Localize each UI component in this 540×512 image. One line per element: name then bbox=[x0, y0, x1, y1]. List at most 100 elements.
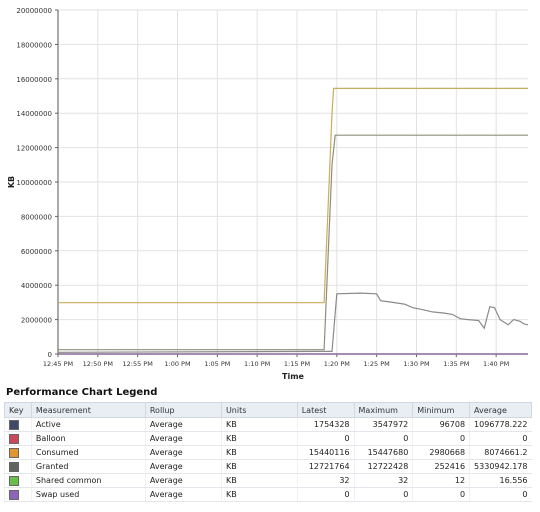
y-tick-label: 12000000 bbox=[16, 145, 52, 153]
header-key[interactable]: Key bbox=[4, 402, 32, 418]
legend-rollup: Average bbox=[144, 473, 222, 488]
legend-maximum: 32 bbox=[353, 473, 413, 488]
legend-maximum: 15447680 bbox=[353, 445, 413, 460]
legend-measurement: Swap used bbox=[30, 487, 146, 502]
x-tick-label: 1:30 PM bbox=[403, 360, 429, 368]
x-tick-label: 1:20 PM bbox=[324, 360, 350, 368]
legend-minimum: 0 bbox=[412, 431, 470, 446]
y-tick-label: 16000000 bbox=[16, 76, 52, 84]
legend-minimum: 0 bbox=[412, 487, 470, 502]
performance-chart: 0 2000000 4000000 6000000 8000000 10000000 120… bbox=[7, 7, 529, 381]
legend-row[interactable]: Consumed Average KB 15440116 15447680 2980668… bbox=[4, 445, 532, 460]
legend-rollup: Average bbox=[144, 417, 222, 432]
x-tick-label: 1:25 PM bbox=[364, 360, 390, 368]
x-tick-label: 12:55 PM bbox=[122, 360, 152, 368]
x-tick-label: 1:00 PM bbox=[164, 360, 190, 368]
series-line-active bbox=[57, 292, 529, 353]
legend-color-swatch bbox=[9, 461, 19, 472]
legend-maximum: 12722428 bbox=[353, 459, 413, 474]
x-tick-label: 1:35 PM bbox=[443, 360, 469, 368]
legend-measurement: Shared common bbox=[30, 473, 146, 488]
legend-units: KB bbox=[220, 431, 298, 446]
y-axis-title: KB bbox=[7, 176, 16, 188]
legend-measurement: Granted bbox=[30, 459, 146, 474]
legend-color-swatch bbox=[9, 475, 19, 486]
legend-average: 16.556 bbox=[469, 473, 532, 488]
x-tick-label: 12:45 PM bbox=[43, 360, 73, 368]
x-axis-title: Time bbox=[282, 372, 305, 381]
legend-latest: 15440116 bbox=[296, 445, 355, 460]
legend-key-cell bbox=[4, 417, 32, 432]
legend-average: 8074661.2 bbox=[469, 445, 532, 460]
legend-rollup: Average bbox=[144, 487, 222, 502]
header-measurement[interactable]: Measurement bbox=[30, 402, 146, 418]
x-tick-label: 1:10 PM bbox=[244, 360, 270, 368]
x-tick-label: 12:50 PM bbox=[83, 360, 113, 368]
legend-row[interactable]: Granted Average KB 12721764 12722428 252416 53… bbox=[4, 459, 532, 474]
legend-color-swatch bbox=[9, 489, 19, 500]
legend-minimum: 96708 bbox=[412, 417, 470, 432]
y-tick-label: 8000000 bbox=[21, 213, 52, 221]
header-maximum[interactable]: Maximum bbox=[353, 402, 414, 418]
header-rollup[interactable]: Rollup bbox=[144, 402, 222, 418]
legend-minimum: 2980668 bbox=[412, 445, 470, 460]
legend-measurement: Consumed bbox=[30, 445, 146, 460]
y-tick-label: 2000000 bbox=[21, 317, 52, 325]
series-line-consumed bbox=[58, 87, 528, 304]
legend-color-swatch bbox=[9, 419, 19, 430]
legend-average: 1096778.222 bbox=[469, 417, 532, 432]
legend-latest: 0 bbox=[296, 431, 355, 446]
legend-maximum: 0 bbox=[353, 431, 413, 446]
legend-units: KB bbox=[220, 473, 298, 488]
legend-row[interactable]: Balloon Average KB 0 0 0 0 bbox=[4, 431, 532, 446]
legend-maximum: 0 bbox=[353, 487, 413, 502]
y-tick-label: 4000000 bbox=[21, 282, 52, 290]
header-latest[interactable]: Latest bbox=[296, 402, 355, 418]
legend-minimum: 12 bbox=[412, 473, 470, 488]
legend-units: KB bbox=[220, 445, 298, 460]
y-tick-label: 0 bbox=[48, 351, 52, 359]
legend-latest: 12721764 bbox=[296, 459, 355, 474]
y-tick-label: 18000000 bbox=[16, 41, 52, 49]
legend-measurement: Active bbox=[30, 417, 146, 432]
legend-average: 0 bbox=[469, 431, 532, 446]
legend-minimum: 252416 bbox=[412, 459, 470, 474]
legend-table: Key Measurement Rollup Units Latest Maxi… bbox=[4, 402, 532, 502]
legend-key-cell bbox=[4, 431, 32, 446]
legend-color-swatch bbox=[9, 433, 19, 444]
legend-latest: 32 bbox=[296, 473, 355, 488]
legend-row[interactable]: Active Average KB 1754328 3547972 96708 109677… bbox=[4, 417, 532, 432]
legend-latest: 0 bbox=[296, 487, 355, 502]
line-chart-svg: 0 2000000 4000000 6000000 8000000 10000000 120… bbox=[7, 7, 529, 381]
legend-header-row: Key Measurement Rollup Units Latest Maxi… bbox=[4, 402, 532, 418]
legend-units: KB bbox=[220, 487, 298, 502]
header-units[interactable]: Units bbox=[220, 402, 298, 418]
legend-rollup: Average bbox=[144, 431, 222, 446]
legend-key-cell bbox=[4, 487, 32, 502]
legend-latest: 1754328 bbox=[296, 417, 355, 432]
series-line-granted bbox=[58, 134, 528, 351]
y-tick-label: 6000000 bbox=[21, 248, 52, 256]
legend-average: 0 bbox=[469, 487, 532, 502]
header-minimum[interactable]: Minimum bbox=[412, 402, 471, 418]
legend-rollup: Average bbox=[144, 445, 222, 460]
legend-row[interactable]: Shared common Average KB 32 32 12 16.556 bbox=[4, 473, 532, 488]
legend-key-cell bbox=[4, 473, 32, 488]
x-tick-label: 1:40 PM bbox=[483, 360, 509, 368]
legend-rollup: Average bbox=[144, 459, 222, 474]
legend-key-cell bbox=[4, 459, 32, 474]
legend-measurement: Balloon bbox=[30, 431, 146, 446]
x-tick-label: 1:15 PM bbox=[284, 360, 310, 368]
header-average[interactable]: Average bbox=[469, 402, 532, 418]
legend-units: KB bbox=[220, 417, 298, 432]
legend-maximum: 3547972 bbox=[353, 417, 413, 432]
legend-row[interactable]: Swap used Average KB 0 0 0 0 bbox=[4, 487, 532, 502]
legend-key-cell bbox=[4, 445, 32, 460]
y-tick-label: 14000000 bbox=[16, 110, 52, 118]
y-tick-label: 20000000 bbox=[16, 7, 52, 15]
legend-title: Performance Chart Legend bbox=[6, 387, 158, 398]
x-tick-label: 1:05 PM bbox=[204, 360, 230, 368]
legend-units: KB bbox=[220, 459, 298, 474]
legend-color-swatch bbox=[9, 447, 19, 458]
legend-average: 5330942.178 bbox=[469, 459, 532, 474]
